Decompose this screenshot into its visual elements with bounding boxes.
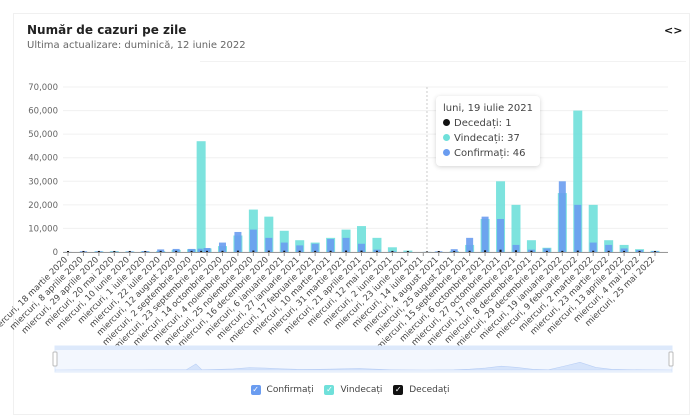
legend: ✓ Confirmați ✓ Vindecați ✓ Decedați	[0, 385, 700, 395]
bar-deceased	[608, 251, 610, 252]
bar-confirmed	[466, 238, 473, 252]
tooltip-title: luni, 19 iulie 2021	[443, 101, 533, 116]
bar-deceased	[221, 251, 223, 252]
bar-deceased	[577, 251, 579, 252]
bar-deceased	[283, 251, 285, 252]
bar-deceased	[376, 251, 378, 252]
bar-deceased	[82, 251, 84, 252]
bar-deceased	[361, 251, 363, 252]
tooltip-row-confirmed: Confirmați: 46	[443, 146, 533, 161]
y-tick-label: 30,000	[28, 177, 58, 187]
bar-confirmed	[219, 243, 226, 252]
legend-deceased[interactable]: ✓ Decedați	[393, 385, 449, 395]
checkbox-icon[interactable]: ✓	[251, 385, 261, 395]
bar-deceased	[330, 251, 332, 252]
bar-deceased	[546, 251, 548, 252]
bar-deceased	[67, 251, 69, 252]
bar-deceased	[639, 251, 641, 252]
bar-deceased	[561, 251, 563, 252]
bar-deceased	[268, 251, 270, 252]
y-tick-label: 70,000	[28, 83, 58, 93]
legend-label: Decedați	[409, 385, 449, 395]
y-tick-label: 0	[53, 248, 58, 258]
bar-confirmed	[281, 243, 288, 252]
bar-confirmed	[590, 243, 597, 252]
navigator-handle-right[interactable]	[669, 352, 673, 366]
bar-deceased	[252, 251, 254, 252]
bar-deceased	[144, 251, 146, 252]
bar-deceased	[592, 251, 594, 252]
bar-confirmed	[312, 244, 319, 252]
bar-confirmed	[327, 239, 334, 252]
tooltip: luni, 19 iulie 2021 Decedați: 1 Vindecaț…	[436, 96, 540, 166]
bar-confirmed	[265, 238, 272, 252]
checkbox-icon[interactable]: ✓	[393, 385, 403, 395]
recovered-dot-icon	[443, 134, 450, 141]
tooltip-row-deceased: Decedați: 1	[443, 116, 533, 131]
y-tick-label: 40,000	[28, 154, 58, 164]
bar-deceased	[484, 250, 486, 252]
cases-chart[interactable]: 0 10,000 20,000 30,000 40,000 50,000 60,000 70,…	[0, 0, 700, 380]
bar-recovered	[197, 141, 206, 252]
bar-confirmed	[250, 230, 257, 252]
bar-deceased	[453, 251, 455, 252]
legend-label: Vindecați	[340, 385, 382, 395]
bar-deceased	[438, 251, 440, 252]
bar-deceased	[129, 251, 131, 252]
bar-deceased	[98, 251, 100, 252]
bar-deceased	[314, 251, 316, 252]
bar-deceased	[391, 251, 393, 252]
y-tick-label: 20,000	[28, 201, 58, 211]
bar-deceased	[175, 251, 177, 252]
confirmed-dot-icon	[443, 149, 450, 156]
bar-deceased	[191, 251, 193, 252]
bar-deceased	[623, 251, 625, 252]
bar-confirmed	[559, 181, 566, 252]
navigator-handle-left[interactable]	[53, 352, 57, 366]
bar-confirmed	[234, 232, 241, 252]
legend-recovered[interactable]: ✓ Vindecați	[324, 385, 382, 395]
bar-deceased	[113, 251, 115, 252]
navigator-scrollbar	[55, 346, 672, 350]
bar-confirmed	[482, 217, 489, 252]
bar-deceased	[299, 251, 301, 252]
tooltip-row-recovered: Vindecați: 37	[443, 131, 533, 146]
bar-deceased	[407, 251, 409, 252]
y-tick-label: 60,000	[28, 107, 58, 117]
y-tick-label: 50,000	[28, 130, 58, 140]
bar-deceased	[654, 251, 656, 252]
deceased-dot-icon	[443, 119, 450, 126]
bar-deceased	[500, 250, 502, 252]
tooltip-confirmed: Confirmați: 46	[454, 148, 526, 159]
legend-label: Confirmați	[267, 385, 314, 395]
tooltip-deceased: Decedați: 1	[454, 118, 512, 129]
bar-confirmed	[574, 205, 581, 252]
bar-deceased	[237, 251, 239, 252]
y-tick-label: 10,000	[28, 224, 58, 234]
legend-confirmed[interactable]: ✓ Confirmați	[251, 385, 314, 395]
bar-deceased	[345, 251, 347, 252]
bar-confirmed	[343, 238, 350, 252]
tooltip-recovered: Vindecați: 37	[454, 133, 520, 144]
bar-deceased	[200, 251, 202, 252]
bar-deceased	[515, 250, 517, 252]
checkbox-icon[interactable]: ✓	[324, 385, 334, 395]
bar-deceased	[530, 251, 532, 252]
bar-deceased	[206, 251, 208, 252]
bar-confirmed	[497, 219, 504, 252]
bar-deceased	[469, 251, 471, 252]
bar-deceased	[160, 251, 162, 252]
